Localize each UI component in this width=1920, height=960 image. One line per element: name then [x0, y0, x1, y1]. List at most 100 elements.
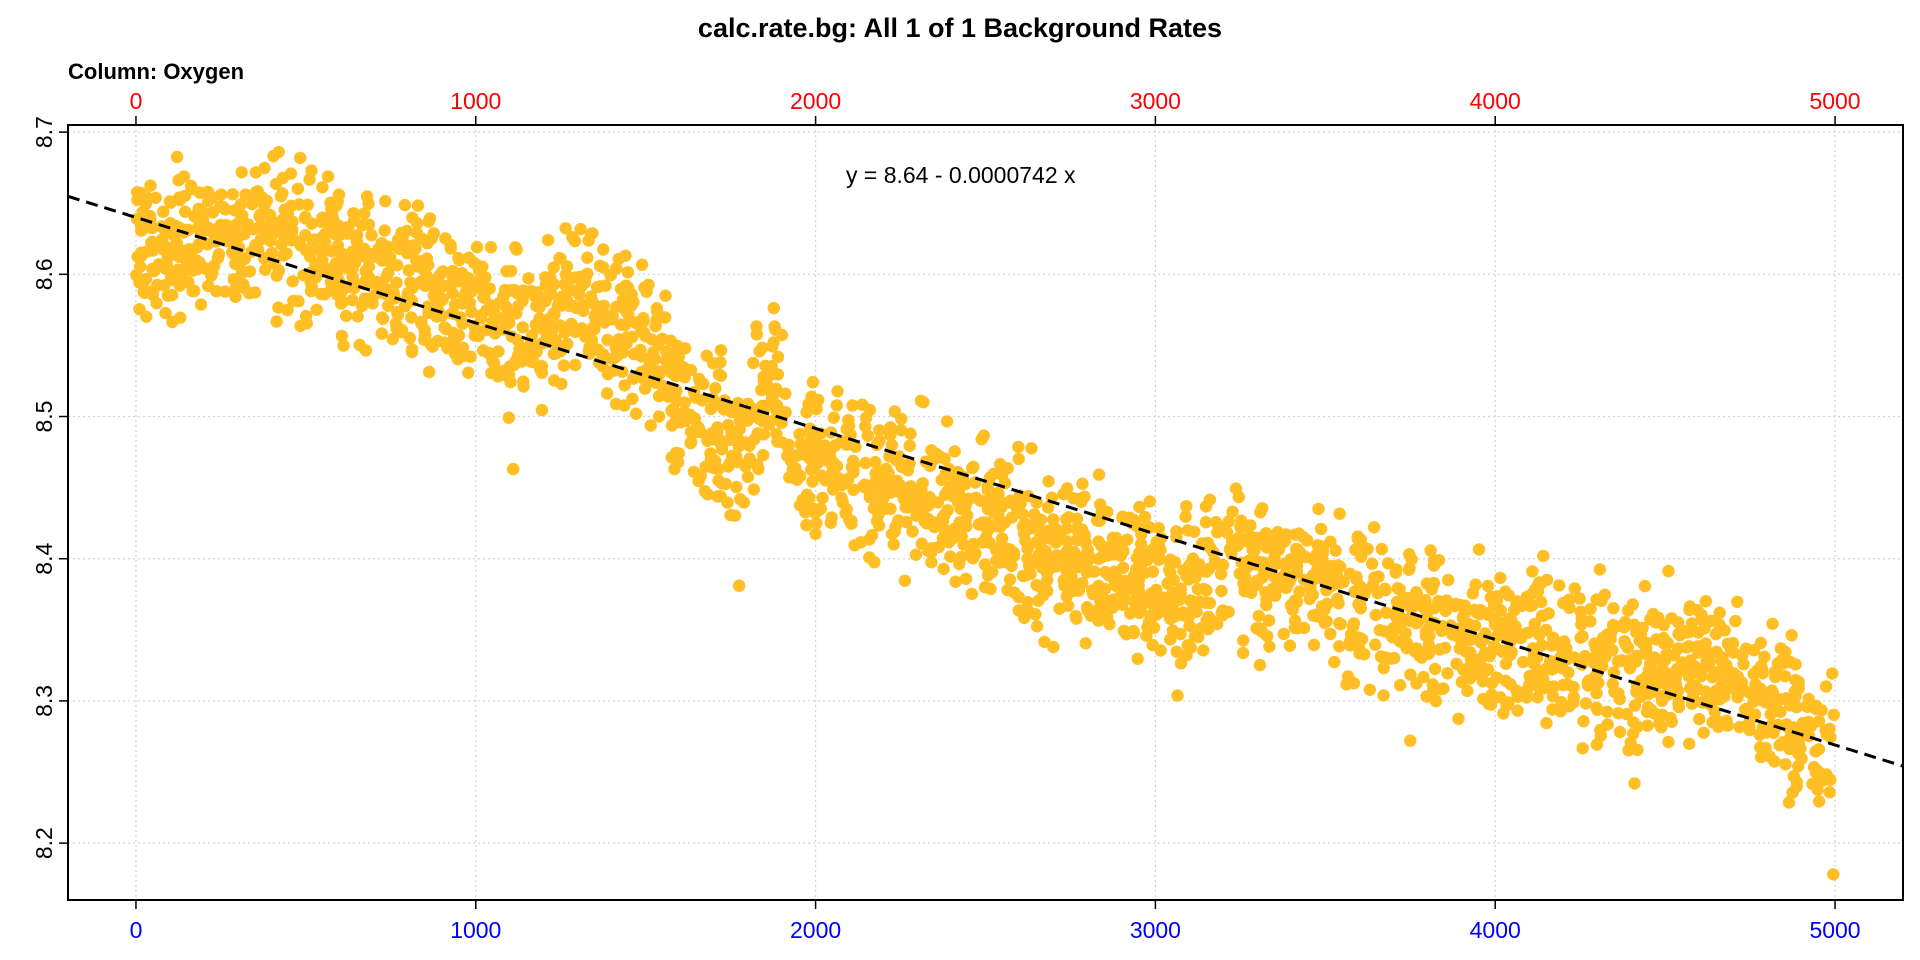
x-tick-label: 2000 [790, 917, 841, 943]
data-point [953, 557, 966, 571]
data-point [1086, 587, 1100, 601]
data-point [1031, 519, 1045, 533]
data-point [771, 350, 785, 364]
data-point [530, 299, 543, 313]
data-point [1528, 617, 1541, 631]
x-top-tick-label: 1000 [450, 88, 501, 114]
data-point [1311, 539, 1324, 552]
data-point [1576, 742, 1589, 755]
data-point [1619, 638, 1632, 651]
data-point [403, 331, 417, 345]
data-point [1575, 618, 1588, 631]
data-point [769, 403, 783, 417]
data-point [706, 357, 720, 370]
data-point [1393, 583, 1407, 596]
data-point [1351, 530, 1365, 543]
data-point [1127, 569, 1141, 582]
data-point [1448, 599, 1462, 613]
data-point [1695, 669, 1708, 683]
data-point [1260, 541, 1273, 554]
data-point [1613, 725, 1627, 739]
data-point [1779, 758, 1792, 771]
data-point [321, 170, 335, 183]
regression-equation: y = 8.64 - 0.0000742 x [846, 162, 1076, 188]
data-point [906, 525, 919, 538]
data-point [1655, 689, 1668, 703]
data-point [144, 179, 157, 192]
data-point [202, 195, 215, 208]
data-point [334, 297, 348, 310]
data-point [529, 318, 542, 331]
data-point [830, 399, 843, 412]
data-point [166, 288, 179, 302]
data-point [863, 403, 877, 417]
data-point [752, 412, 765, 425]
data-point [1484, 698, 1498, 711]
data-point [472, 263, 486, 277]
data-point [300, 244, 313, 257]
data-point [763, 415, 777, 429]
data-point [547, 261, 560, 274]
data-point [816, 491, 829, 505]
data-point [638, 382, 652, 395]
data-point [1090, 604, 1104, 617]
data-point [1365, 557, 1379, 570]
data-point [1284, 599, 1298, 612]
data-point [1420, 690, 1433, 703]
data-point [272, 145, 285, 159]
data-point [178, 205, 192, 218]
data-point [1535, 639, 1548, 652]
data-point [1700, 654, 1713, 668]
data-point [1785, 629, 1798, 642]
data-point [291, 182, 305, 195]
data-point [987, 467, 1001, 480]
data-point [827, 411, 840, 424]
data-point [188, 284, 201, 298]
data-point [140, 310, 153, 323]
data-point [405, 311, 418, 324]
data-point [1279, 528, 1293, 541]
data-point [1140, 629, 1153, 642]
data-point [305, 164, 318, 177]
data-point [340, 309, 353, 323]
data-point [1320, 615, 1333, 628]
data-point [1152, 521, 1166, 535]
data-point [1601, 718, 1614, 731]
data-point [765, 360, 778, 373]
data-point [1003, 573, 1017, 586]
data-point [1495, 623, 1508, 637]
data-point [1782, 796, 1796, 809]
data-point [1426, 678, 1439, 691]
data-point [840, 503, 853, 516]
data-point [1365, 581, 1379, 594]
data-point [1662, 735, 1675, 749]
data-point [854, 536, 868, 549]
data-point [484, 241, 498, 254]
data-point [1812, 743, 1826, 756]
data-point [584, 227, 598, 241]
data-point [1724, 642, 1737, 655]
data-point [885, 527, 899, 541]
data-point [1081, 555, 1094, 568]
data-point [867, 502, 881, 515]
data-point [668, 388, 682, 401]
data-point [446, 264, 459, 278]
data-point [183, 243, 196, 256]
data-point [899, 501, 912, 514]
data-point [1377, 661, 1390, 675]
data-point [998, 516, 1011, 530]
data-point [1070, 522, 1083, 535]
data-point [1209, 555, 1222, 568]
data-point [895, 412, 908, 426]
data-point [1510, 684, 1523, 697]
data-point [488, 327, 502, 340]
data-point [294, 151, 307, 165]
data-point [1124, 607, 1137, 620]
data-point [764, 386, 778, 399]
data-point [194, 298, 208, 311]
data-point [582, 325, 596, 339]
x-tick-label: 5000 [1809, 917, 1860, 943]
data-point [1060, 590, 1073, 603]
data-point [915, 483, 928, 496]
